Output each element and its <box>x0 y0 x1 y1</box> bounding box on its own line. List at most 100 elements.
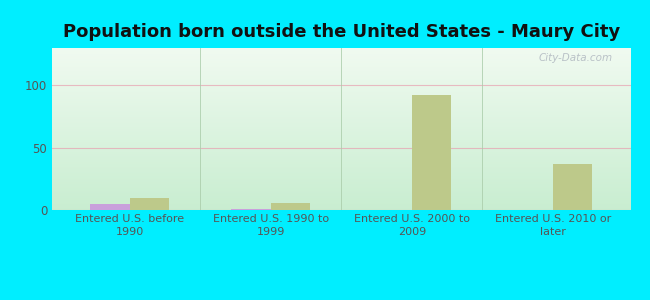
Legend: Native, Foreign-born: Native, Foreign-born <box>234 296 448 300</box>
Bar <box>52 72 630 73</box>
Bar <box>52 110 630 111</box>
Bar <box>52 206 630 207</box>
Bar <box>52 89 630 90</box>
Bar <box>52 117 630 118</box>
Bar <box>52 139 630 140</box>
Bar <box>52 134 630 135</box>
Bar <box>52 115 630 116</box>
Bar <box>52 129 630 130</box>
Bar <box>52 200 630 201</box>
Bar <box>52 204 630 205</box>
Bar <box>52 81 630 82</box>
Bar <box>52 95 630 96</box>
Bar <box>52 48 630 49</box>
Bar <box>52 63 630 64</box>
Bar <box>52 203 630 204</box>
Bar <box>52 101 630 102</box>
Bar <box>52 74 630 75</box>
Bar <box>52 150 630 151</box>
Bar <box>52 102 630 103</box>
Bar <box>52 193 630 194</box>
Bar <box>52 86 630 87</box>
Bar <box>52 152 630 153</box>
Bar <box>52 181 630 182</box>
Bar <box>52 59 630 60</box>
Bar <box>52 90 630 91</box>
Bar <box>52 169 630 170</box>
Bar <box>52 77 630 78</box>
Bar <box>52 82 630 83</box>
Bar <box>52 187 630 188</box>
Bar <box>52 163 630 164</box>
Bar <box>52 128 630 129</box>
Bar <box>52 180 630 181</box>
Bar <box>52 55 630 56</box>
Bar <box>52 127 630 128</box>
Bar <box>52 153 630 154</box>
Bar <box>52 88 630 89</box>
Bar <box>52 62 630 63</box>
Bar <box>52 103 630 104</box>
Bar <box>52 49 630 50</box>
Bar <box>52 52 630 53</box>
Bar <box>52 131 630 132</box>
Bar <box>52 99 630 100</box>
Bar <box>52 54 630 55</box>
Bar <box>52 167 630 168</box>
Bar <box>52 170 630 171</box>
Bar <box>52 168 630 169</box>
Bar <box>52 162 630 163</box>
Bar <box>52 119 630 120</box>
Bar <box>52 112 630 113</box>
Bar <box>52 84 630 85</box>
Bar <box>52 202 630 203</box>
Bar <box>52 137 630 138</box>
Bar <box>52 73 630 74</box>
Bar <box>52 164 630 165</box>
Bar <box>52 189 630 190</box>
Bar <box>52 146 630 147</box>
Bar <box>52 135 630 136</box>
Bar <box>52 173 630 174</box>
Bar <box>52 174 630 175</box>
Bar <box>52 125 630 126</box>
Bar <box>52 111 630 112</box>
Bar <box>52 175 630 176</box>
Bar <box>52 172 630 173</box>
Bar <box>52 148 630 149</box>
Bar <box>52 154 630 155</box>
Bar <box>52 120 630 121</box>
Bar <box>52 69 630 70</box>
Bar <box>52 161 630 162</box>
Bar <box>52 136 630 137</box>
Bar <box>129 197 169 210</box>
Bar <box>52 116 630 117</box>
Text: City-Data.com: City-Data.com <box>539 53 613 63</box>
Bar <box>52 107 630 108</box>
Bar <box>52 179 630 180</box>
Bar <box>52 157 630 158</box>
Bar <box>52 151 630 152</box>
Bar <box>52 194 630 195</box>
Bar <box>52 155 630 156</box>
Bar <box>52 113 630 114</box>
Bar <box>52 53 630 54</box>
Bar <box>52 130 630 131</box>
Bar <box>52 208 630 209</box>
Bar <box>52 78 630 79</box>
Bar <box>52 145 630 146</box>
Bar <box>52 132 630 133</box>
Bar <box>52 156 630 157</box>
Bar <box>52 67 630 68</box>
Bar <box>52 57 630 58</box>
Bar <box>52 79 630 80</box>
Bar <box>52 60 630 61</box>
Bar <box>52 147 630 148</box>
Bar <box>52 108 630 109</box>
Bar <box>52 64 630 65</box>
Bar <box>52 100 630 101</box>
Bar <box>52 93 630 94</box>
Bar <box>52 65 630 66</box>
Bar <box>52 140 630 141</box>
Bar <box>52 184 630 185</box>
